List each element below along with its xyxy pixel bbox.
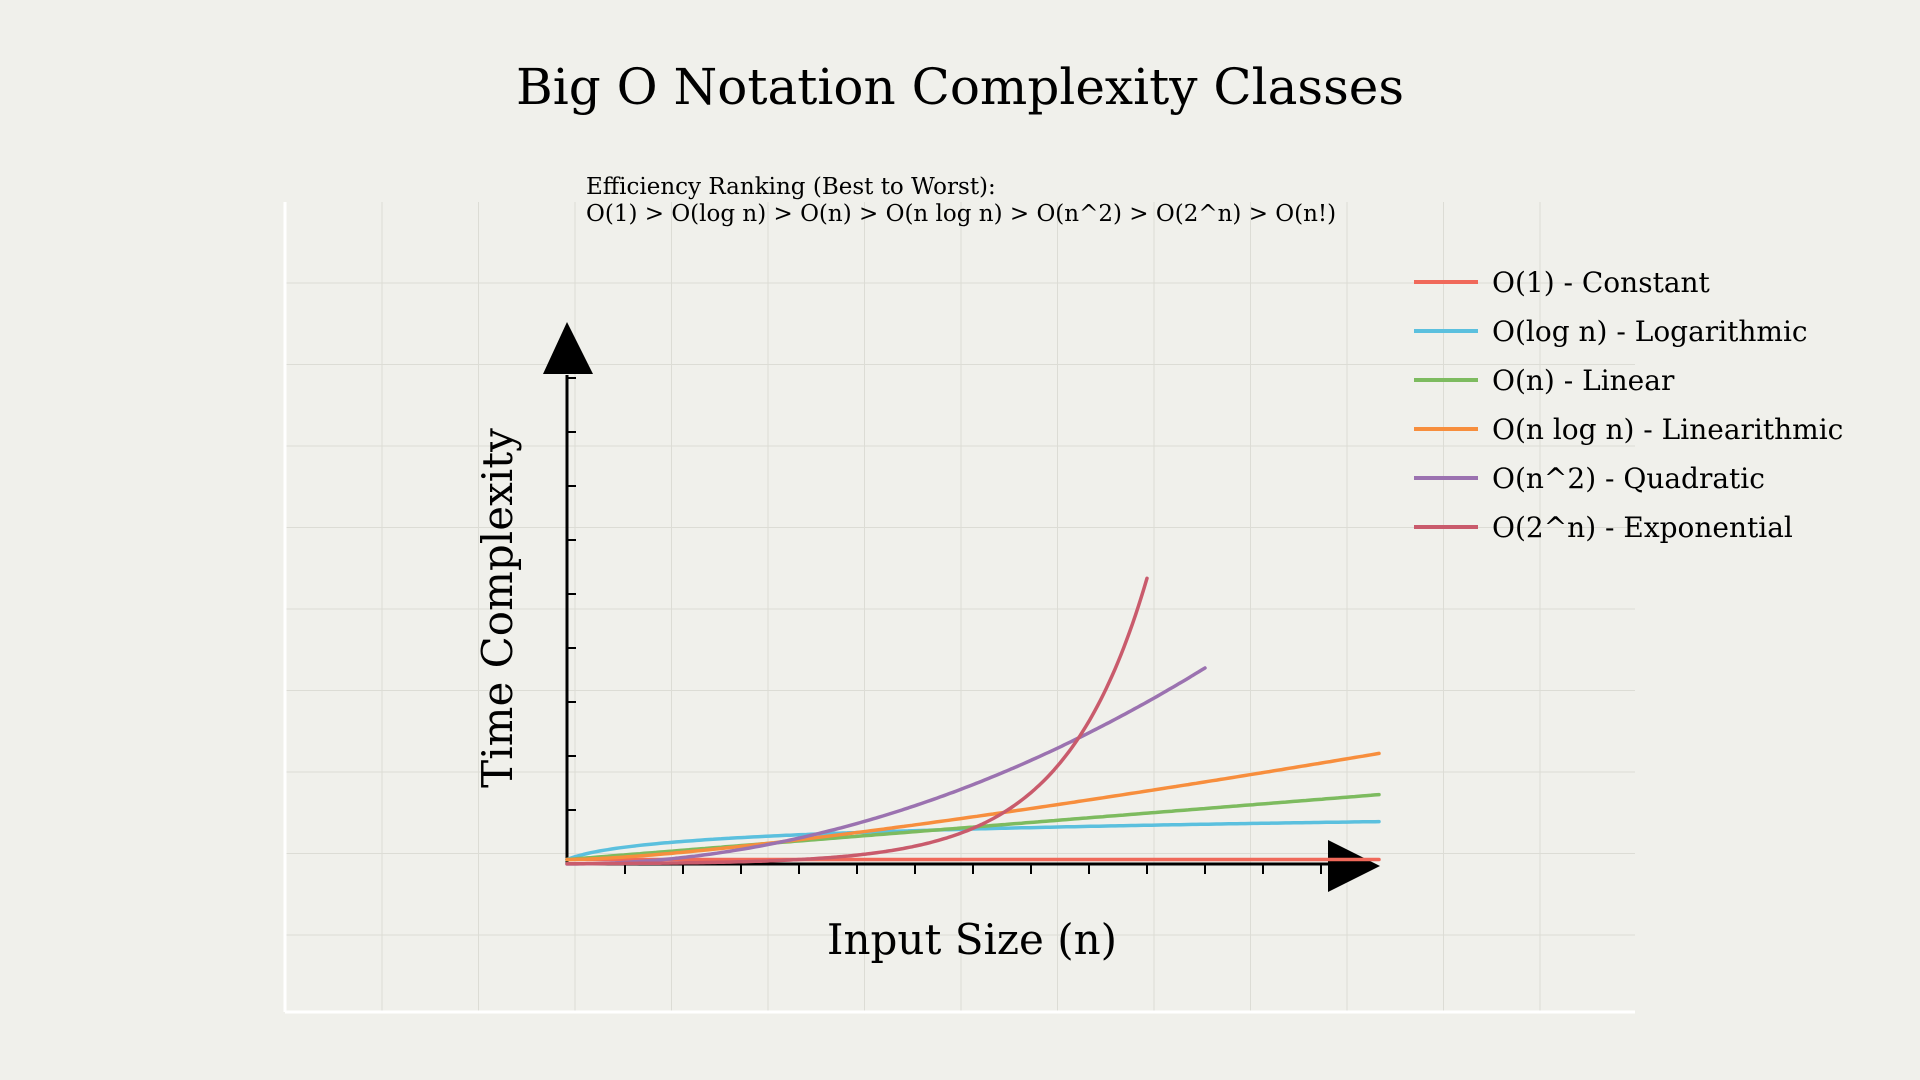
series-line-exponential [565, 576, 1149, 866]
legend: O(1) - Constant O(log n) - Logarithmic O(n… [1414, 266, 1843, 544]
legend-label-constant: O(1) - Constant [1492, 266, 1711, 299]
x-axis-label: Input Size (n) [827, 915, 1117, 964]
legend-label-nlogn: O(n log n) - Linearithmic [1492, 413, 1843, 446]
series-line-nlogn [565, 751, 1381, 862]
annotation-line-1: Efficiency Ranking (Best to Worst): [586, 174, 996, 200]
annotation-line-2: O(1) > O(log n) > O(n) > O(n log n) > O(… [586, 201, 1336, 227]
x-axis-arrowhead [1328, 840, 1380, 892]
y-axis-label: Time Complexity [473, 428, 522, 788]
legend-label-log: O(log n) - Logarithmic [1492, 315, 1808, 348]
legend-label-exponential: O(2^n) - Exponential [1492, 511, 1793, 544]
legend-label-quadratic: O(n^2) - Quadratic [1492, 462, 1765, 495]
chart-title: Big O Notation Complexity Classes [516, 58, 1404, 116]
legend-label-linear: O(n) - Linear [1492, 364, 1675, 397]
series-lines [565, 576, 1381, 866]
series-line-quadratic [565, 666, 1207, 866]
y-axis-arrowhead [543, 322, 593, 374]
grid [283, 202, 1635, 1014]
